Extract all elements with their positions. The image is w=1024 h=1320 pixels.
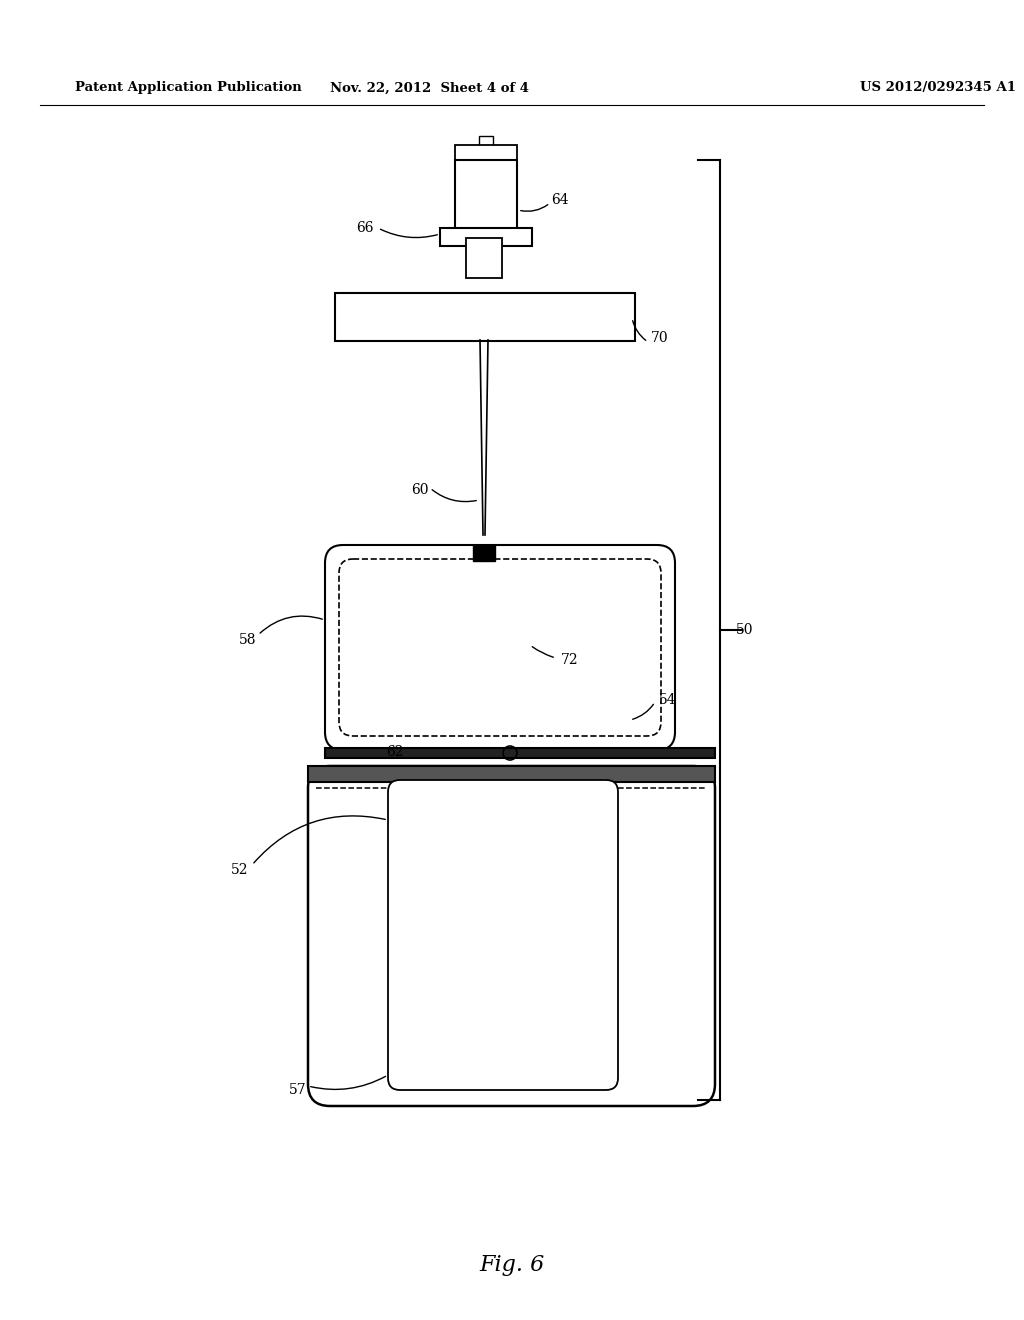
- FancyBboxPatch shape: [388, 780, 618, 1090]
- Text: 52: 52: [231, 863, 249, 876]
- FancyBboxPatch shape: [455, 145, 517, 162]
- Text: 64: 64: [551, 193, 568, 207]
- Text: Fig. 6: Fig. 6: [479, 1254, 545, 1276]
- FancyBboxPatch shape: [308, 766, 715, 781]
- Text: 50: 50: [736, 623, 754, 638]
- Text: 62: 62: [386, 744, 403, 759]
- FancyBboxPatch shape: [466, 238, 502, 279]
- Text: 57: 57: [289, 1082, 307, 1097]
- FancyBboxPatch shape: [325, 748, 715, 758]
- Text: US 2012/0292345 A1: US 2012/0292345 A1: [860, 82, 1016, 95]
- FancyBboxPatch shape: [308, 766, 715, 1106]
- FancyBboxPatch shape: [440, 228, 532, 246]
- Text: 66: 66: [356, 220, 374, 235]
- FancyBboxPatch shape: [479, 136, 493, 147]
- Text: Patent Application Publication: Patent Application Publication: [75, 82, 302, 95]
- FancyBboxPatch shape: [473, 545, 495, 561]
- Text: 70: 70: [651, 331, 669, 345]
- Text: 54: 54: [659, 693, 677, 708]
- Text: 72: 72: [561, 653, 579, 667]
- FancyBboxPatch shape: [325, 545, 675, 750]
- FancyBboxPatch shape: [335, 293, 635, 341]
- Text: Nov. 22, 2012  Sheet 4 of 4: Nov. 22, 2012 Sheet 4 of 4: [331, 82, 529, 95]
- Text: 60: 60: [412, 483, 429, 498]
- FancyBboxPatch shape: [455, 160, 517, 238]
- Text: 58: 58: [240, 634, 257, 647]
